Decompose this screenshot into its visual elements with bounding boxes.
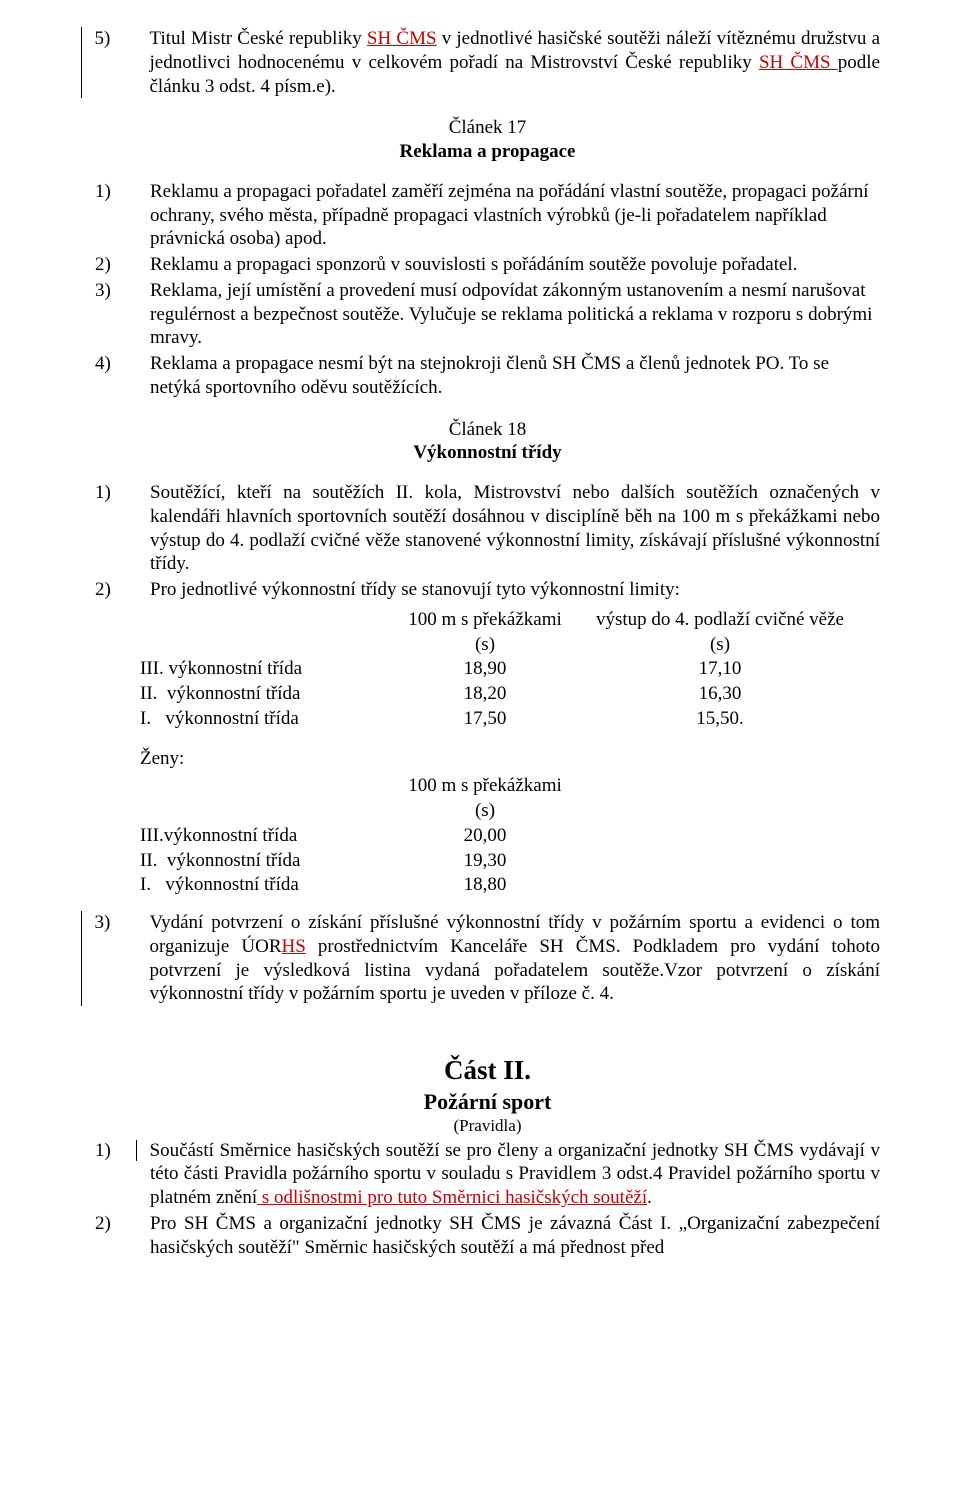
- table-header: (s): [580, 633, 860, 657]
- clause-text: Titul Mistr České republiky SH ČMS v jed…: [150, 27, 881, 98]
- part-2-paren: (Pravidla): [95, 1115, 880, 1136]
- part-2-subtitle: Požární sport: [95, 1088, 880, 1116]
- table-cell: III. výkonnostní třída: [140, 657, 390, 681]
- article-title: Reklama a propagace: [95, 140, 880, 164]
- text-run: .: [647, 1187, 652, 1208]
- table-cell: 17,10: [580, 657, 860, 681]
- table-cell: II. výkonnostní třída: [140, 682, 390, 706]
- table-header: 100 m s překážkami: [390, 608, 580, 632]
- table-cell: 17,50: [390, 707, 580, 731]
- barred-run: Součástí Směrnice hasičských soutěží se …: [136, 1140, 880, 1209]
- table-cell: 18,20: [390, 682, 580, 706]
- clause-text: Reklamu a propagaci sponzorů v souvislos…: [150, 253, 880, 277]
- table-cell: [140, 608, 390, 632]
- tracked-change: SH ČMS: [367, 28, 437, 49]
- table-header: (s): [390, 633, 580, 657]
- clause-number: 4): [95, 352, 150, 376]
- clause-text: Vydání potvrzení o získání příslušné výk…: [150, 911, 881, 1006]
- article-17-heading: Článek 17 Reklama a propagace: [95, 116, 880, 164]
- table-cell: 18,80: [390, 873, 580, 897]
- table-cell: 18,90: [390, 657, 580, 681]
- women-label: Ženy:: [140, 747, 880, 771]
- a17-clause-3: 3) Reklama, její umístění a provedení mu…: [95, 279, 880, 350]
- article-title: Výkonnostní třídy: [95, 441, 880, 465]
- a18-clause-3: 3) Vydání potvrzení o získání příslušné …: [81, 911, 880, 1006]
- table-cell: 16,30: [580, 682, 860, 706]
- performance-limits-table-women: 100 m s překážkami (s) III.výkonnostní t…: [140, 774, 880, 897]
- table-cell: [140, 774, 390, 798]
- a17-clause-2: 2) Reklamu a propagaci sponzorů v souvis…: [95, 253, 880, 277]
- table-cell: [140, 799, 390, 823]
- text-run: Titul Mistr České republiky: [150, 28, 367, 49]
- part2-clause-1: 1) Součástí Směrnice hasičských soutěží …: [95, 1139, 880, 1210]
- table-cell: I. výkonnostní třída: [140, 707, 390, 731]
- a17-clause-4: 4) Reklama a propagace nesmí být na stej…: [95, 352, 880, 400]
- performance-limits-table-men: 100 m s překážkami výstup do 4. podlaží …: [140, 608, 880, 731]
- clause-text: Reklama a propagace nesmí být na stejnok…: [150, 352, 880, 400]
- clause-number: 5): [95, 27, 150, 51]
- table-cell: III.výkonnostní třída: [140, 824, 390, 848]
- clause-text: Reklamu a propagaci pořadatel zaměří zej…: [150, 180, 880, 251]
- clause-number: 2): [95, 253, 150, 277]
- article-18-heading: Článek 18 Výkonnostní třídy: [95, 418, 880, 466]
- clause-5: 5) Titul Mistr České republiky SH ČMS v …: [81, 27, 880, 98]
- clause-number: 1): [95, 180, 150, 204]
- table-cell: 20,00: [390, 824, 580, 848]
- clause-text: Reklama, její umístění a provedení musí …: [150, 279, 880, 350]
- table-cell: I. výkonnostní třída: [140, 873, 390, 897]
- clause-number: 3): [95, 279, 150, 303]
- clause-text: Soutěžící, kteří na soutěžích II. kola, …: [150, 481, 880, 576]
- clause-text: Součástí Směrnice hasičských soutěží se …: [150, 1139, 880, 1210]
- clause-number: 3): [95, 911, 150, 935]
- part-2-title: Část II.: [95, 1054, 880, 1088]
- table-cell: [140, 633, 390, 657]
- tracked-change: s odlišnostmi pro tuto Směrnici hasičský…: [257, 1187, 647, 1208]
- table-cell: 19,30: [390, 849, 580, 873]
- table-cell: 15,50.: [580, 707, 860, 731]
- clause-number: 2): [95, 578, 150, 602]
- part2-clause-2: 2) Pro SH ČMS a organizační jednotky SH …: [95, 1212, 880, 1260]
- clause-text: Pro SH ČMS a organizační jednotky SH ČMS…: [150, 1212, 880, 1260]
- clause-number: 1): [95, 481, 150, 505]
- article-number: Článek 17: [95, 116, 880, 140]
- clause-text: Pro jednotlivé výkonnostní třídy se stan…: [150, 578, 880, 602]
- table-header: 100 m s překážkami: [390, 774, 580, 798]
- table-header: výstup do 4. podlaží cvičné věže: [580, 608, 860, 632]
- a18-clause-2: 2) Pro jednotlivé výkonnostní třídy se s…: [95, 578, 880, 602]
- article-number: Článek 18: [95, 418, 880, 442]
- tracked-change: SH ČMS: [759, 52, 838, 73]
- table-cell: II. výkonnostní třída: [140, 849, 390, 873]
- tracked-change: HS: [282, 936, 306, 957]
- clause-number: 2): [95, 1212, 150, 1236]
- table-header: (s): [390, 799, 580, 823]
- a17-clause-1: 1) Reklamu a propagaci pořadatel zaměří …: [95, 180, 880, 251]
- a18-clause-1: 1) Soutěžící, kteří na soutěžích II. kol…: [95, 481, 880, 576]
